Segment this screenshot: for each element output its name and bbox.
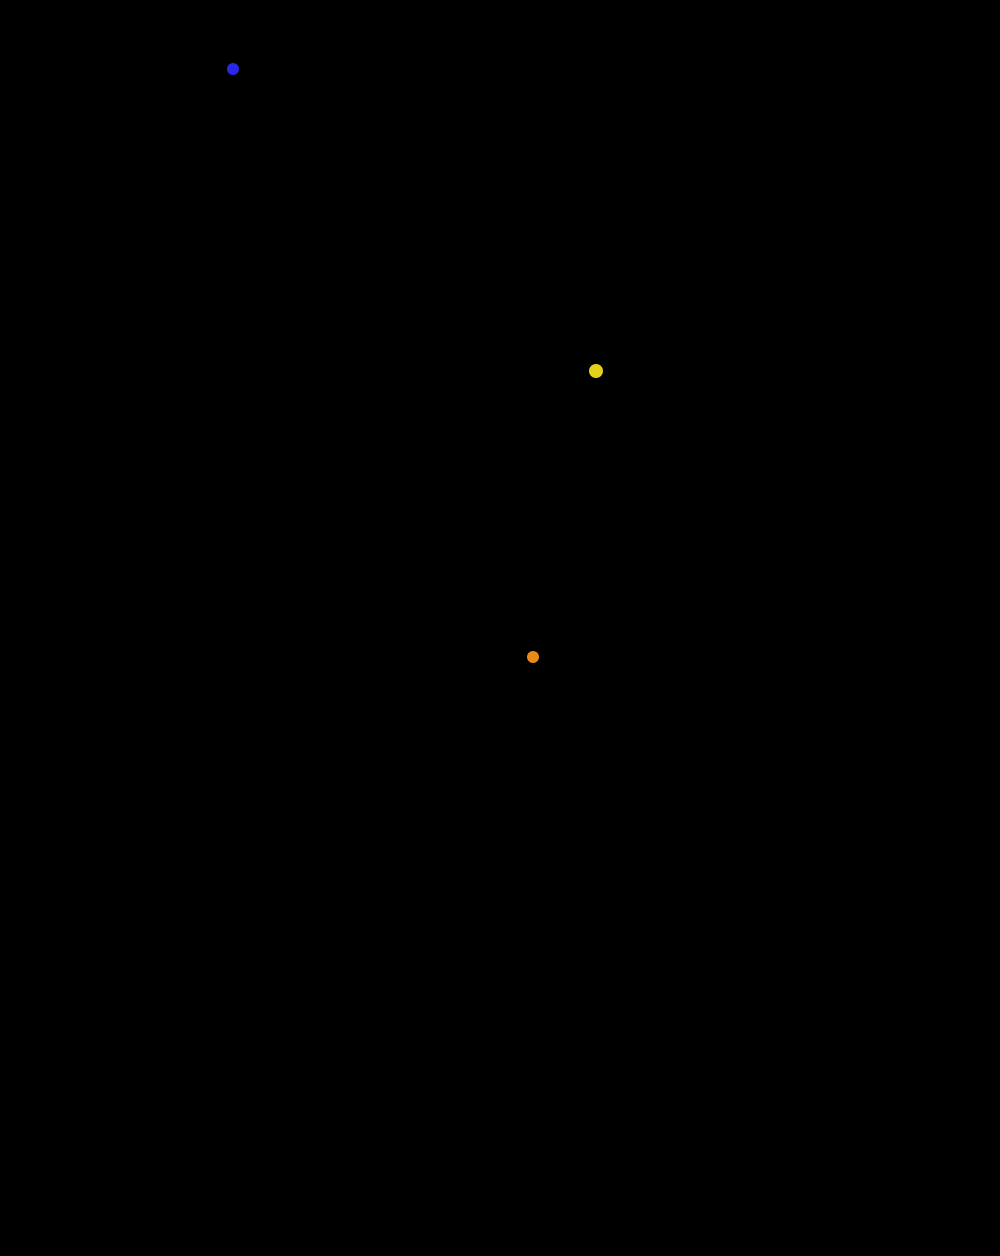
decorative-dots [227, 63, 603, 663]
dot [227, 63, 239, 75]
dot [589, 364, 603, 378]
dot [527, 651, 539, 663]
